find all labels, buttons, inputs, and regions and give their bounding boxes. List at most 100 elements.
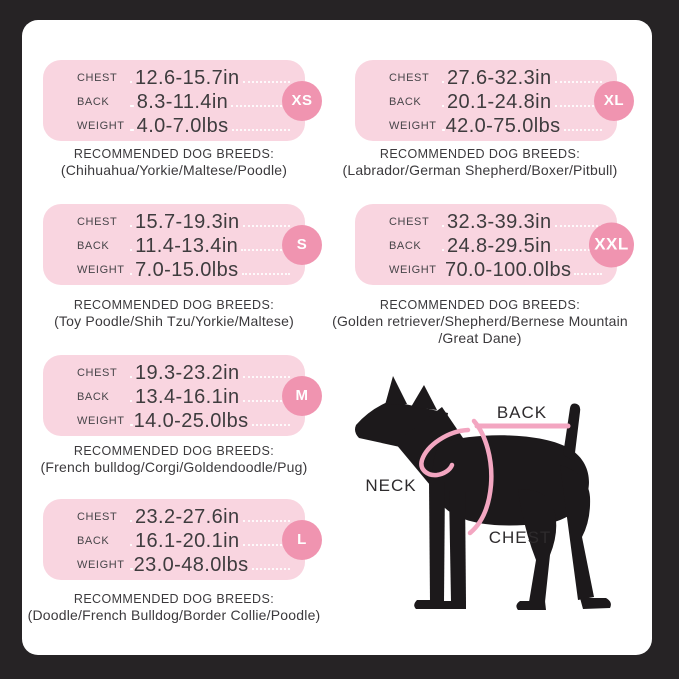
breeds-list: (Toy Poodle/Shih Tzu/Yorkie/Maltese) (54, 313, 294, 329)
back-value: 16.1-20.1in (135, 529, 240, 552)
size-card-xl: CHEST 27.6-32.3in BACK 20.1-24.8in WEIGH… (355, 60, 634, 141)
breeds-list: (French bulldog/Corgi/Goldendoodle/Pug) (40, 459, 308, 475)
dotted-leader (574, 273, 602, 275)
breeds-note-xs: RECOMMENDED DOG BREEDS: (Chihuahua/Yorki… (22, 146, 336, 179)
breeds-title: RECOMMENDED DOG BREEDS: (73, 147, 275, 161)
breeds-note-m: RECOMMENDED DOG BREEDS: (French bulldog/… (22, 443, 336, 476)
size-badge-m: M (282, 375, 322, 416)
dotted-leader (130, 81, 133, 83)
dotted-leader (130, 105, 134, 107)
size-card-xs: CHEST 12.6-15.7in BACK 8.3-11.4in WEIGHT… (43, 60, 322, 141)
harness-measure-lines (419, 418, 571, 536)
chest-label: CHEST (389, 72, 430, 84)
measurement-row-chest: CHEST 23.2-27.6in (43, 505, 305, 529)
measurement-row-back: BACK 20.1-24.8in (355, 90, 617, 114)
weight-value: 7.0-15.0lbs (135, 258, 239, 281)
dotted-leader (242, 400, 290, 402)
size-badge-xs: XS (282, 80, 322, 121)
size-card-s: CHEST 15.7-19.3in BACK 11.4-13.4in WEIGH… (43, 204, 322, 285)
back-value: 24.8-29.5in (447, 234, 552, 257)
measurement-row-back: BACK 16.1-20.1in (43, 529, 305, 553)
dotted-leader (554, 81, 602, 83)
dotted-leader (554, 249, 602, 251)
size-card-xxl: CHEST 32.3-39.3in BACK 24.8-29.5in WEIGH… (355, 204, 634, 285)
weight-label: WEIGHT (389, 264, 437, 276)
back-value: 13.4-16.1in (135, 385, 240, 408)
dotted-leader (130, 520, 133, 522)
breeds-title: RECOMMENDED DOG BREEDS: (73, 298, 275, 312)
chest-label: CHEST (77, 72, 118, 84)
measurement-row-weight: WEIGHT 23.0-48.0lbs (43, 553, 305, 577)
chest-value: 27.6-32.3in (447, 66, 552, 89)
back-label: BACK (77, 240, 110, 252)
measurement-row-weight: WEIGHT 42.0-75.0lbs (355, 114, 617, 138)
chest-value: 19.3-23.2in (135, 361, 240, 384)
weight-value: 4.0-7.0lbs (136, 114, 229, 137)
breeds-note-xl: RECOMMENDED DOG BREEDS: (Labrador/German… (318, 146, 642, 179)
measurement-row-back: BACK 8.3-11.4in (43, 90, 305, 114)
weight-value: 70.0-100.0lbs (445, 258, 572, 281)
measurement-row-weight: WEIGHT 14.0-25.0lbs (43, 409, 305, 433)
dotted-leader (563, 129, 602, 131)
size-badge-xxl: XXL (589, 222, 634, 267)
measurement-row-weight: WEIGHT 7.0-15.0lbs (43, 258, 305, 282)
chest-measure-line (467, 418, 494, 536)
dotted-leader (130, 568, 131, 570)
chest-label: CHEST (77, 367, 118, 379)
breeds-note-l: RECOMMENDED DOG BREEDS: (Doodle/French B… (22, 591, 336, 624)
dotted-leader (442, 225, 445, 227)
dotted-leader (442, 105, 445, 107)
breeds-note-xxl: RECOMMENDED DOG BREEDS: (Golden retrieve… (322, 297, 638, 346)
dotted-leader (130, 129, 134, 131)
dotted-leader (251, 424, 290, 426)
back-label: BACK (77, 391, 110, 403)
dotted-leader (130, 544, 133, 546)
breeds-title: RECOMMENDED DOG BREEDS: (73, 444, 275, 458)
chest-value: 32.3-39.3in (447, 210, 552, 233)
weight-label: WEIGHT (77, 415, 125, 427)
chest-value: 23.2-27.6in (135, 505, 240, 528)
measurement-row-chest: CHEST 19.3-23.2in (43, 361, 305, 385)
breeds-note-s: RECOMMENDED DOG BREEDS: (Toy Poodle/Shih… (22, 297, 336, 330)
dotted-leader (242, 81, 290, 83)
chest-label: CHEST (389, 216, 430, 228)
dotted-leader (130, 249, 133, 251)
measurement-row-back: BACK 13.4-16.1in (43, 385, 305, 409)
dotted-leader (242, 225, 290, 227)
dotted-leader (242, 520, 290, 522)
dotted-leader (241, 273, 290, 275)
dog-measurement-diagram: BACK NECK CHEST (355, 376, 611, 610)
breeds-list: (Doodle/French Bulldog/Border Collie/Poo… (27, 607, 321, 623)
chest-value: 15.7-19.3in (135, 210, 240, 233)
back-value: 11.4-13.4in (135, 234, 239, 257)
measurement-row-weight: WEIGHT 4.0-7.0lbs (43, 114, 305, 138)
weight-value: 42.0-75.0lbs (445, 114, 561, 137)
measurement-row-back: BACK 24.8-29.5in (355, 234, 617, 258)
dotted-leader (130, 225, 133, 227)
dotted-leader (130, 400, 133, 402)
dotted-leader (130, 376, 133, 378)
chest-label: CHEST (77, 511, 118, 523)
chest-value: 12.6-15.7in (135, 66, 240, 89)
weight-value: 14.0-25.0lbs (133, 409, 249, 432)
back-label: BACK (77, 96, 110, 108)
dotted-leader (554, 105, 602, 107)
dotted-leader (130, 424, 131, 426)
weight-label: WEIGHT (389, 120, 437, 132)
dotted-leader (442, 249, 445, 251)
breeds-title: RECOMMENDED DOG BREEDS: (379, 147, 581, 161)
weight-label: WEIGHT (77, 120, 125, 132)
dotted-leader (231, 105, 290, 107)
neck-measure-line (419, 427, 471, 478)
breeds-list: (Chihuahua/Yorkie/Maltese/Poodle) (60, 162, 288, 178)
dotted-leader (251, 568, 290, 570)
weight-label: WEIGHT (77, 559, 125, 571)
back-value: 8.3-11.4in (136, 90, 229, 113)
breeds-list: (Labrador/German Shepherd/Boxer/Pitbull) (342, 162, 618, 178)
chest-diagram-label: CHEST (489, 528, 552, 547)
dotted-leader (554, 225, 602, 227)
dotted-leader (231, 129, 290, 131)
size-badge-s: S (282, 224, 322, 265)
size-badge-l: L (282, 519, 322, 560)
